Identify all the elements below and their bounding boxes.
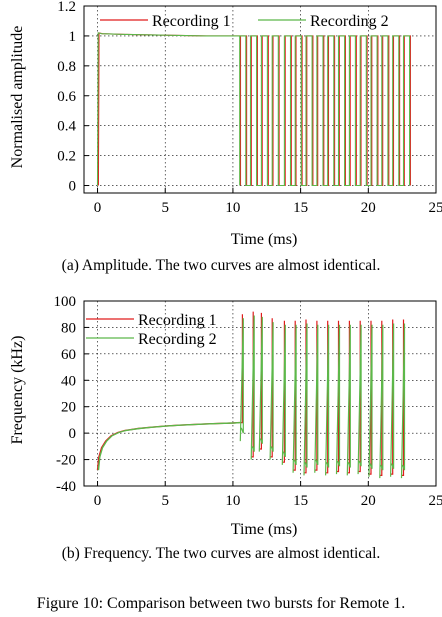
frequency-spike-2-14 xyxy=(379,324,384,479)
x-tick-label: 5 xyxy=(161,493,169,509)
y-tick-label: 1 xyxy=(69,29,77,45)
x-tick-label: 20 xyxy=(361,200,376,216)
x-tick-label: 0 xyxy=(94,200,102,216)
x-tick-label: 15 xyxy=(293,200,308,216)
frequency-spike-2-9 xyxy=(325,324,330,476)
frequency-x-axis-label: Time (ms) xyxy=(231,521,298,538)
frequency-spike-2-11 xyxy=(346,324,351,476)
amplitude-y-ticks: 0 0.2 0.4 0.6 0.8 1 1.2 xyxy=(57,0,89,195)
y-tick-label: 20 xyxy=(61,400,76,416)
y-tick-label: -20 xyxy=(56,453,76,469)
legend-label-recording-2: Recording 2 xyxy=(138,331,217,348)
x-tick-label: 0 xyxy=(94,493,102,509)
caption-frequency: (b) Frequency. The two curves are almost… xyxy=(61,545,381,562)
caption-amplitude: (a) Amplitude. The two curves are almost… xyxy=(61,257,381,274)
frequency-x-ticks: 0 5 10 15 20 25 xyxy=(94,481,442,509)
x-tick-label: 25 xyxy=(429,200,442,216)
figure-caption: Figure 10: Comparison between two bursts… xyxy=(36,595,406,612)
frequency-legend: Recording 1 Recording 2 xyxy=(86,312,217,348)
frequency-spike-2-16 xyxy=(400,323,406,479)
frequency-spike-2-7 xyxy=(303,323,308,476)
x-tick-label: 25 xyxy=(429,493,442,509)
y-tick-label: 0.2 xyxy=(57,149,76,165)
x-tick-label: 5 xyxy=(161,200,169,216)
frequency-spike-2-15 xyxy=(390,323,395,477)
frequency-spike-2-1 xyxy=(239,318,244,442)
amplitude-x-axis-label: Time (ms) xyxy=(231,231,298,248)
y-tick-label: 0 xyxy=(69,426,77,442)
frequency-y-ticks: -40 -20 0 20 40 60 80 100 xyxy=(54,294,89,495)
y-tick-label: 40 xyxy=(61,373,76,389)
y-tick-label: 0.4 xyxy=(57,119,76,135)
amplitude-series xyxy=(96,32,411,187)
amplitude-x-ticks: 0 5 10 15 20 25 xyxy=(94,188,442,216)
y-tick-label: 1.2 xyxy=(57,0,76,15)
amplitude-legend: Recording 1 Recording 2 xyxy=(100,13,389,30)
y-tick-label: 0.6 xyxy=(57,89,76,105)
x-tick-label: 10 xyxy=(225,200,240,216)
frequency-spike-2-5 xyxy=(281,324,286,465)
frequency-spike-2-2 xyxy=(250,315,255,460)
amplitude-series-line-2 xyxy=(96,32,411,187)
frequency-ramp-line-1 xyxy=(96,421,240,471)
frequency-y-axis-label: Frequency (kHz) xyxy=(9,336,26,445)
y-tick-label: 80 xyxy=(61,320,76,336)
y-tick-label: 100 xyxy=(54,294,77,310)
amplitude-chart: 0 5 10 15 20 25 0 0.2 0.4 0.6 0.8 1 1.2 Time (ms) N… xyxy=(9,0,442,248)
frequency-spike-2-6 xyxy=(292,324,297,473)
frequency-spike-2-13 xyxy=(368,324,373,477)
frequency-spike-2-12 xyxy=(357,324,362,475)
x-tick-label: 15 xyxy=(293,493,308,509)
y-tick-label: 0 xyxy=(69,179,77,195)
legend-label-recording-1: Recording 1 xyxy=(152,13,231,30)
frequency-ramp-line-2 xyxy=(97,421,241,471)
frequency-spike-2-10 xyxy=(335,324,341,475)
frequency-spike-2-3 xyxy=(258,316,263,452)
frequency-spike-2-8 xyxy=(314,324,319,473)
frequency-series xyxy=(96,311,406,479)
x-tick-label: 10 xyxy=(225,493,240,509)
legend-label-recording-2: Recording 2 xyxy=(310,13,389,30)
frequency-plot-frame xyxy=(83,300,437,487)
y-tick-label: -40 xyxy=(56,479,76,495)
y-tick-label: 0.8 xyxy=(57,59,76,75)
amplitude-y-axis-label: Normalised amplitude xyxy=(9,26,26,169)
legend-label-recording-1: Recording 1 xyxy=(138,312,217,329)
amplitude-plot-frame xyxy=(83,5,437,194)
x-tick-label: 20 xyxy=(361,493,376,509)
y-tick-label: 60 xyxy=(61,347,76,363)
frequency-spike-2-4 xyxy=(269,322,274,460)
